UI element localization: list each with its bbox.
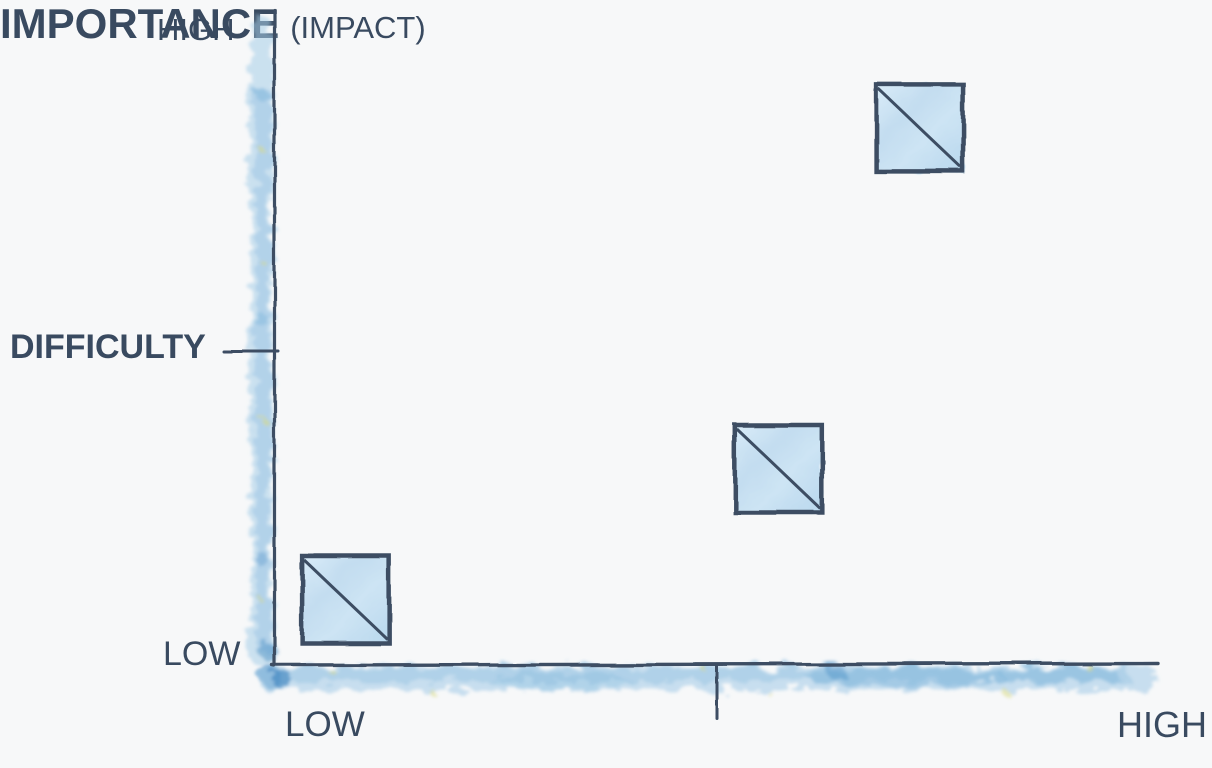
y-axis-low-label: LOW (163, 635, 241, 673)
x-axis-low-label: LOW (285, 705, 365, 744)
data-point-square (732, 422, 825, 515)
marker-border (873, 82, 966, 174)
data-point-square (873, 82, 966, 174)
data-points (299, 82, 966, 646)
axes (221, 8, 1160, 720)
x-axis-wash (258, 664, 1158, 697)
x-axis-title-main: IMPORTANCE (0, 0, 280, 47)
marker-diagonal-slash (877, 87, 963, 169)
x-axis-title: IMPORTANCE (IMPACT) (0, 0, 1212, 48)
marker-diagonal-slash (303, 558, 389, 641)
x-axis-title-note: (IMPACT) (290, 10, 426, 45)
data-point-square (299, 553, 392, 646)
marker-border (299, 553, 392, 646)
x-axis-high-label: HIGH (1117, 704, 1207, 745)
y-axis-high-label: HIGH (157, 12, 235, 47)
marker-diagonal-slash (735, 427, 821, 510)
y-axis-title: DIFFICULTY (10, 328, 206, 366)
x-axis-line (270, 661, 1160, 667)
marker-border (732, 422, 825, 515)
